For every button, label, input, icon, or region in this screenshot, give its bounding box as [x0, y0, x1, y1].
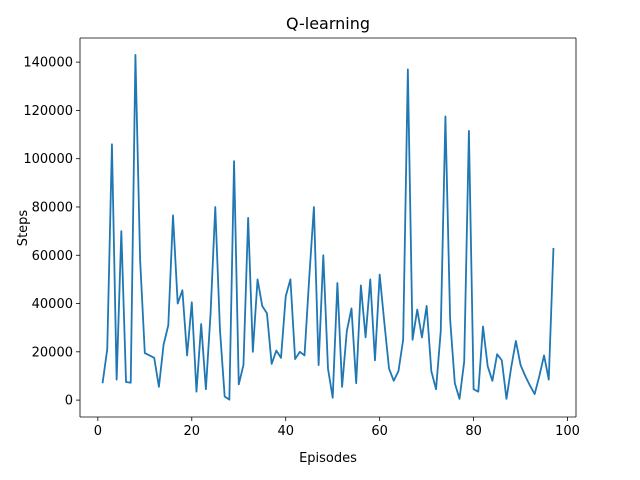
ticks-layer: 0 20 40 60 80 100 0 20000 40000 60000 80000 100000 1…: [23, 56, 580, 439]
series-layer: [101, 54, 555, 401]
chart-title: Q-learning: [286, 14, 370, 33]
x-tick-label: 40: [277, 424, 294, 439]
y-tick-label: 20000: [32, 345, 73, 360]
y-axis-label: Steps: [16, 210, 31, 247]
x-tick-label: 60: [371, 424, 388, 439]
x-tick-label: 100: [555, 424, 580, 439]
y-tick-label: 60000: [32, 249, 73, 264]
y-tick-label: 120000: [23, 104, 73, 119]
plot-frame: [79, 37, 577, 418]
y-tick-label: 140000: [23, 56, 73, 71]
x-tick-label: 20: [184, 424, 201, 439]
y-tick-label: 80000: [32, 200, 73, 215]
y-tick-label: 0: [65, 394, 73, 409]
x-axis-label: Episodes: [299, 451, 357, 466]
x-tick-label: 80: [465, 424, 482, 439]
y-tick-label: 40000: [32, 297, 73, 312]
y-tick-label: 100000: [23, 152, 73, 167]
x-tick-label: 0: [94, 424, 102, 439]
